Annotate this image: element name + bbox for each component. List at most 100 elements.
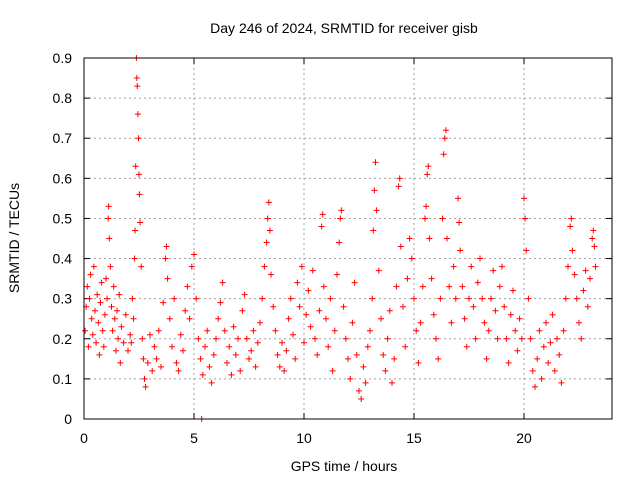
data-point [307,323,314,330]
y-tick-label: 0.2 [53,331,73,347]
data-point [413,327,420,334]
data-point [391,355,398,362]
data-point [384,335,391,342]
data-point [562,295,569,302]
data-point [281,367,288,374]
data-point [461,315,468,322]
data-point [197,355,204,362]
data-point [171,295,178,302]
data-point [120,339,127,346]
y-tick-label: 0.8 [53,90,73,106]
data-point [389,379,395,386]
data-point [367,327,373,334]
data-point [314,351,321,358]
data-point [406,235,413,242]
data-point [592,263,599,270]
data-point [494,335,501,342]
data-point [512,327,519,334]
data-point [422,215,428,222]
data-point [149,367,156,374]
data-point [536,327,543,334]
data-point [441,135,448,142]
data-point [298,263,305,270]
data-point [501,303,508,310]
data-point [404,275,411,282]
data-point [430,311,437,318]
data-point [578,335,585,342]
data-point [393,283,400,290]
data-point [301,339,307,346]
data-point [210,351,217,358]
data-point [175,367,182,374]
data-point [226,343,233,350]
data-point [370,227,377,234]
data-point [556,351,563,358]
data-point [554,335,560,342]
chart-title: Day 246 of 2024, SRMTID for receiver gis… [210,20,478,36]
data-point [356,387,362,394]
y-tick-label: 0.4 [53,251,73,267]
data-point [338,207,345,214]
data-point [351,279,358,286]
data-point [100,343,107,350]
y-tick-label: 0.1 [53,371,73,387]
data-point [492,307,499,314]
data-point [118,323,125,330]
data-point [571,271,578,278]
data-point [372,159,379,166]
data-point [261,263,268,270]
data-point [99,327,106,334]
data-point [134,111,141,118]
data-point [323,315,329,322]
data-point [270,303,277,310]
data-point [459,283,466,290]
data-point [243,335,250,342]
data-point [110,283,117,290]
data-point [522,215,529,222]
data-point [362,379,369,386]
data-point [590,227,597,234]
data-point [425,163,432,170]
data-point [327,295,334,302]
data-point [166,315,173,322]
data-point [538,375,545,382]
x-tick-label: 15 [406,430,422,446]
data-point [111,315,118,322]
data-point [202,343,208,350]
y-tick-label: 0.6 [53,170,73,186]
data-point [219,279,226,286]
data-point [116,291,123,298]
data-point [551,367,558,374]
data-point [128,339,135,346]
data-point [479,295,486,302]
data-point [173,359,180,366]
data-point [104,295,111,302]
y-axis-label: SRMTID / TECUs [6,183,22,293]
data-point [426,235,433,242]
data-point [573,295,580,302]
data-point [444,235,450,242]
data-point [518,335,525,342]
data-point [560,327,567,334]
data-point [375,267,382,274]
data-point [331,327,338,334]
data-point [589,235,596,242]
data-point [228,371,235,378]
grid-lines [84,58,612,419]
data-point [134,83,141,90]
data-point [584,303,591,310]
data-point [195,335,202,342]
data-point [135,135,142,142]
data-point [188,263,195,270]
data-point [141,375,148,382]
data-point [107,263,114,270]
data-point [503,335,510,342]
data-point [547,339,554,346]
data-point [353,351,360,358]
data-point [397,243,404,250]
data-point [442,127,449,134]
data-point [532,383,538,390]
data-point [534,355,541,362]
data-point [470,303,477,310]
data-point [155,327,162,334]
